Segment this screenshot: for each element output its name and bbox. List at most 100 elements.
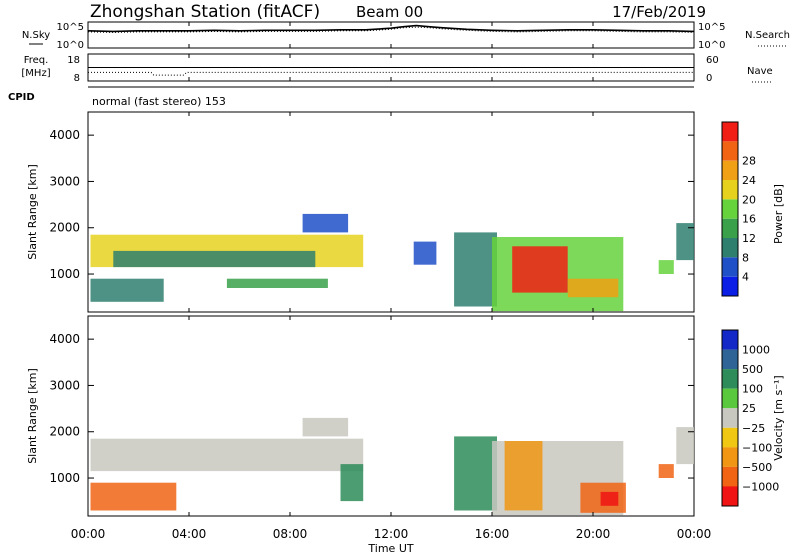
noise-tick-left-top: 10^5 bbox=[57, 22, 84, 33]
power-colorbar: 4 8 12 16 20 24 28 Power [dB] bbox=[721, 121, 785, 297]
nave-tick-top: 60 bbox=[706, 55, 719, 66]
velocity-colorbar-block-6 bbox=[722, 447, 738, 467]
power-cbar-block-3 bbox=[722, 218, 738, 238]
power-cbar-frame bbox=[721, 121, 739, 297]
velocity-heatmap bbox=[90, 417, 694, 516]
station-title: Zhongshan Station (fitACF) bbox=[90, 2, 320, 22]
noise-tick-right-bottom: 10^0 bbox=[698, 40, 725, 51]
freq-tick-bottom: 8 bbox=[74, 73, 80, 84]
freq-lines bbox=[88, 67, 694, 76]
power-ylabel: Slant Range [km] bbox=[26, 164, 39, 260]
power-colorbar-tick: 16 bbox=[742, 213, 756, 226]
nave-label: Nave bbox=[747, 66, 773, 77]
velocity-colorbar-block-1 bbox=[722, 349, 738, 370]
velocity-colorbar-block-5 bbox=[722, 427, 738, 448]
power-cbar-block-1 bbox=[722, 257, 738, 277]
power-marks-patch-5 bbox=[413, 241, 437, 265]
velocity-colorbar-tick: −500 bbox=[742, 461, 772, 474]
power-colorbar-blocks: 4 8 12 16 20 24 28 bbox=[721, 121, 756, 297]
y-tick-label: 2000 bbox=[49, 425, 80, 439]
y-tick-label: 3000 bbox=[49, 174, 80, 188]
x-axis-label: Time UT bbox=[367, 542, 413, 554]
velocity-colorbar-label: Velocity [m s⁻¹] bbox=[772, 375, 785, 460]
power-cbar-block-2 bbox=[722, 238, 738, 258]
power-marks-patch-11 bbox=[676, 223, 694, 261]
cpid-text: normal (fast stereo) 153 bbox=[92, 95, 226, 108]
power-colorbar-tick: 12 bbox=[742, 232, 756, 245]
power-colorbar-tick: 8 bbox=[742, 251, 749, 264]
cpid-label: CPID bbox=[8, 92, 35, 103]
velocity-colorbar-tick: 25 bbox=[742, 402, 756, 415]
velocity-marks-patch-8 bbox=[600, 491, 619, 506]
axis-ticks: 00:00 04:00 08:00 12:00 16:00 20:00 00:00 1000 1… bbox=[49, 22, 711, 541]
freq-tick-top: 18 bbox=[67, 55, 80, 66]
power-cbar-block-0 bbox=[722, 276, 738, 296]
power-cbar-block-5 bbox=[722, 180, 738, 200]
velocity-colorbar-tick: −100 bbox=[742, 441, 772, 454]
nsearch-label: N.Search bbox=[745, 30, 790, 41]
velocity-colorbar-tick: 1000 bbox=[742, 344, 770, 357]
velocity-marks-patch-9 bbox=[658, 464, 674, 478]
power-cbar-block-8 bbox=[722, 122, 738, 142]
x-tick-label: 20:00 bbox=[576, 527, 611, 541]
power-marks-patch-1 bbox=[113, 250, 316, 268]
y-tick-label: 1000 bbox=[49, 471, 80, 485]
velocity-marks-patch-1 bbox=[90, 482, 177, 511]
velocity-colorbar-block-3 bbox=[722, 388, 738, 409]
velocity-marks-patch-2 bbox=[302, 417, 349, 437]
velocity-marks-patch-3 bbox=[340, 464, 364, 502]
beam-title: Beam 00 bbox=[356, 3, 423, 21]
y-tick-label: 2000 bbox=[49, 221, 80, 235]
velocity-colorbar-tick: −25 bbox=[742, 422, 765, 435]
date-title: 17/Feb/2019 bbox=[612, 3, 706, 21]
velocity-panel: Slant Range [km] bbox=[26, 315, 695, 517]
velocity-colorbar-block-8 bbox=[722, 486, 738, 506]
power-marks-patch-6 bbox=[454, 232, 497, 307]
power-marks-patch-3 bbox=[226, 278, 328, 288]
noise-tick-right-top: 10^5 bbox=[698, 22, 725, 33]
velocity-colorbar-blocks: 1000 500 100 25 −25 −100 −500 −1000 bbox=[721, 329, 779, 507]
power-marks-patch-10 bbox=[658, 260, 674, 274]
power-cbar-block-6 bbox=[722, 160, 738, 180]
power-colorbar-tick: 28 bbox=[742, 155, 756, 168]
power-marks-patch-9 bbox=[567, 278, 619, 298]
velocity-colorbar-tick: 100 bbox=[742, 383, 763, 396]
x-tick-label: 12:00 bbox=[374, 527, 409, 541]
power-colorbar-tick: 24 bbox=[742, 174, 756, 187]
velocity-colorbar-tick: 500 bbox=[742, 363, 763, 376]
frequency-panel: Freq. [MHz] 18 8 60 0 Nave bbox=[21, 53, 773, 84]
noise-tick-left-bottom: 10^0 bbox=[57, 40, 84, 51]
power-marks-patch-2 bbox=[90, 278, 164, 302]
noise-panel: N.Sky 10^5 10^0 10^5 10^0 N.Search bbox=[22, 21, 790, 51]
x-tick-label: 00:00 bbox=[677, 527, 712, 541]
nave-tick-bottom: 0 bbox=[706, 73, 712, 84]
power-colorbar-tick: 4 bbox=[742, 271, 749, 284]
velocity-colorbar-block-0 bbox=[722, 330, 738, 350]
power-cbar-block-7 bbox=[722, 141, 738, 161]
y-tick-label: 4000 bbox=[49, 128, 80, 142]
velocity-marks-patch-10 bbox=[676, 427, 694, 465]
x-tick-label: 00:00 bbox=[71, 527, 106, 541]
x-tick-label: 04:00 bbox=[172, 527, 207, 541]
noise-series-0 bbox=[87, 24, 695, 33]
y-tick-label: 1000 bbox=[49, 267, 80, 281]
freq-label: Freq. bbox=[24, 55, 49, 66]
noise-lines bbox=[87, 24, 695, 33]
velocity-ylabel: Slant Range [km] bbox=[26, 368, 39, 464]
nsky-label: N.Sky bbox=[22, 30, 50, 41]
velocity-colorbar-block-7 bbox=[722, 466, 738, 487]
freq-series bbox=[88, 71, 694, 76]
freq-unit-label: [MHz] bbox=[21, 68, 50, 79]
velocity-colorbar-block-4 bbox=[722, 408, 738, 428]
velocity-colorbar-tick: −1000 bbox=[742, 480, 779, 493]
power-marks-patch-4 bbox=[302, 213, 349, 233]
velocity-colorbar-block-2 bbox=[722, 369, 738, 389]
x-tick-label: 16:00 bbox=[475, 527, 510, 541]
y-tick-label: 4000 bbox=[49, 332, 80, 346]
power-panel: Slant Range [km] bbox=[26, 111, 695, 313]
noise-series-1 bbox=[87, 26, 695, 33]
power-colorbar-label: Power [dB] bbox=[772, 184, 785, 244]
power-heatmap bbox=[90, 213, 694, 312]
velocity-marks-patch-6 bbox=[504, 441, 543, 511]
